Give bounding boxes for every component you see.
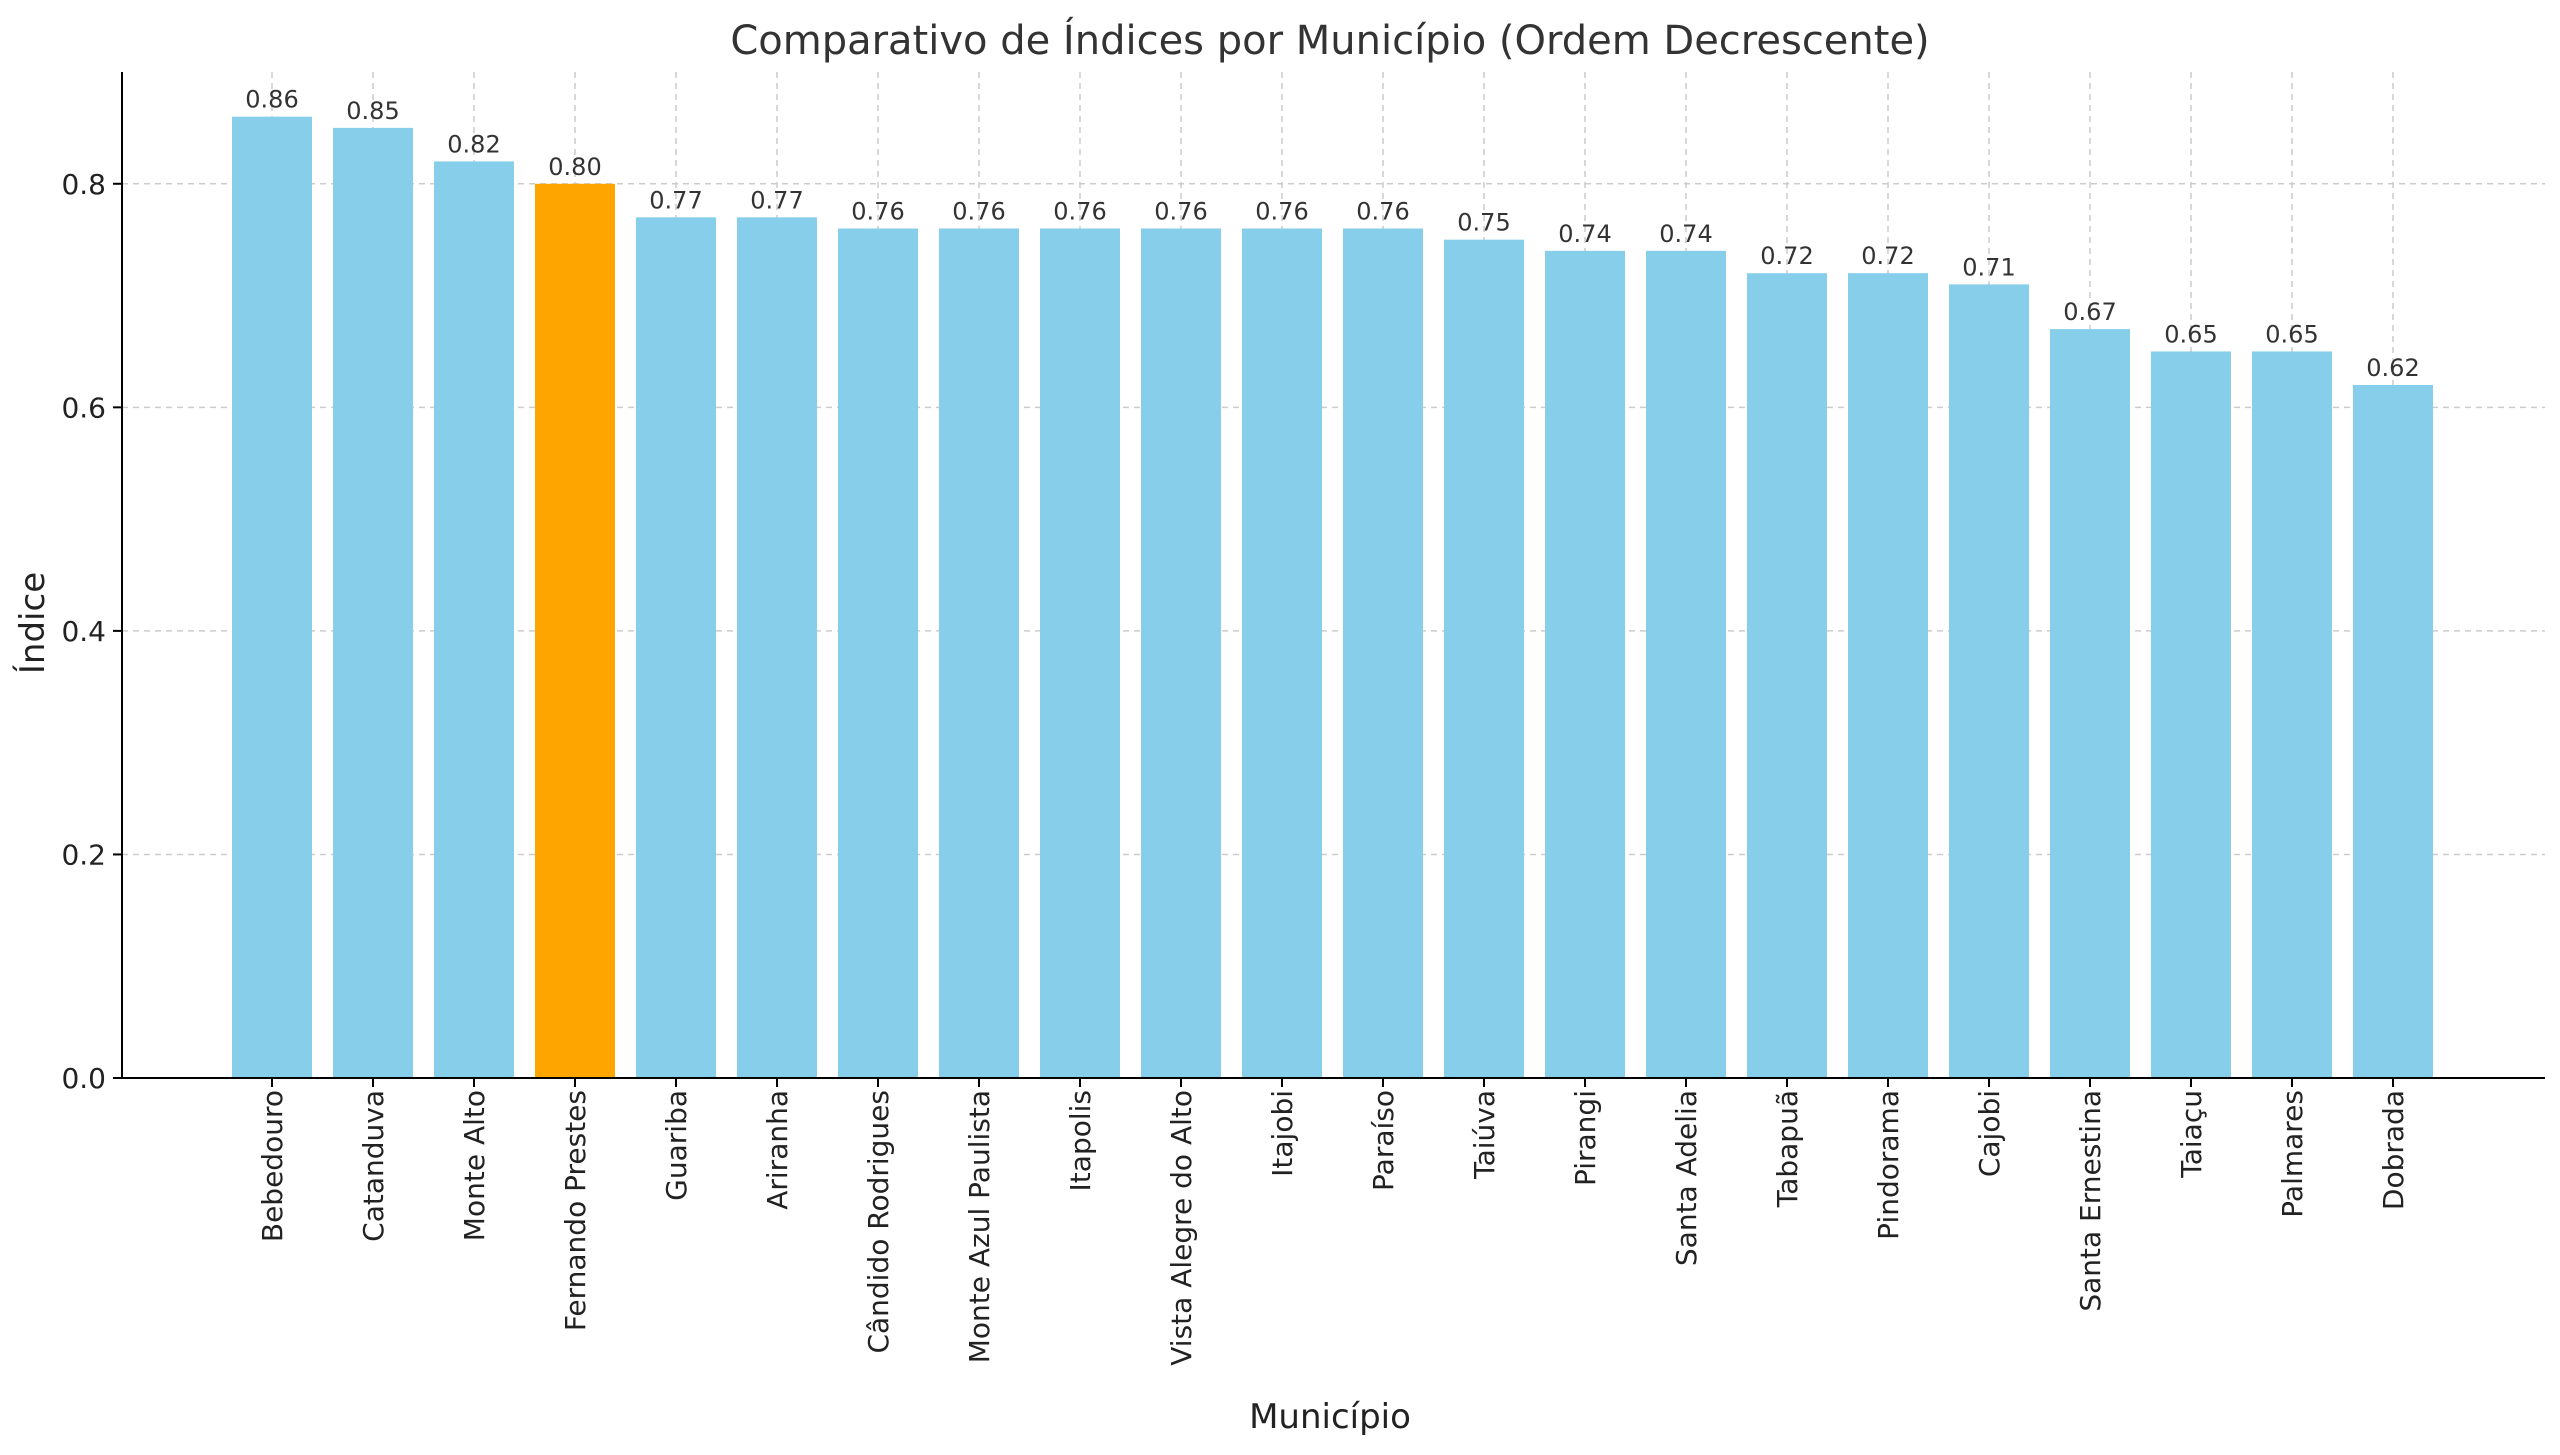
chart-title: Comparativo de Índices por Município (Or… (730, 16, 1929, 64)
x-tick-label: Ariranha (761, 1090, 794, 1210)
x-tick-labels: Bebedouro Catanduva Monte Alto Fernando Pre… (256, 1090, 2410, 1366)
y-tick-label: 0.4 (61, 615, 106, 648)
bar-value-label: 0.72 (1760, 242, 1813, 270)
x-tick-label: Bebedouro (256, 1090, 289, 1242)
bar-value-labels: 0.86 0.85 0.82 0.80 0.77 0.77 0.76 0.76 0.76 0.76… (245, 86, 2419, 382)
bar (333, 127, 413, 1078)
bar-value-label: 0.76 (1356, 197, 1409, 225)
x-tick-label: Paraíso (1367, 1090, 1400, 1191)
bar-value-label: 0.74 (1659, 220, 1712, 248)
bar-value-label: 0.86 (245, 86, 298, 114)
y-tick-label: 0.0 (61, 1062, 106, 1095)
bar (1242, 228, 1322, 1078)
x-tick-label: Pindorama (1872, 1090, 1905, 1240)
bar (1141, 228, 1221, 1078)
x-tick-label: Taiúva (1468, 1090, 1501, 1180)
bar (2151, 351, 2231, 1078)
bar-value-label: 0.65 (2164, 320, 2217, 348)
x-axis-label: Município (1249, 1397, 1411, 1437)
bar-value-label: 0.76 (952, 197, 1005, 225)
bar (2353, 384, 2433, 1078)
bar (838, 228, 918, 1078)
bar-value-label: 0.65 (2265, 320, 2318, 348)
bar-value-label: 0.71 (1962, 253, 2015, 281)
bar (636, 217, 716, 1079)
bar-value-label: 0.76 (1255, 197, 1308, 225)
x-tick-label: Itapolis (1064, 1090, 1097, 1191)
bar (1949, 284, 2029, 1078)
x-tick-label: Dobrada (2377, 1090, 2410, 1210)
bar (1545, 250, 1625, 1078)
y-axis-label: Índice (12, 572, 53, 674)
x-tick-label: Catanduva (357, 1090, 390, 1242)
x-tick-label: Santa Ernestina (2074, 1090, 2107, 1312)
bar-value-label: 0.85 (346, 97, 399, 125)
bar (939, 228, 1019, 1078)
bars (232, 116, 2433, 1079)
x-tick-label: Taiaçu (2175, 1090, 2208, 1179)
x-tick-label: Tabapuã (1771, 1090, 1804, 1208)
bar (737, 217, 817, 1079)
y-tick-label: 0.2 (61, 838, 106, 871)
bar-value-label: 0.75 (1457, 209, 1510, 237)
y-tick-labels: 0.0 0.2 0.4 0.6 0.8 (61, 168, 106, 1095)
bar-value-label: 0.77 (750, 186, 803, 214)
bar (1747, 273, 1827, 1078)
bar-value-label: 0.82 (447, 130, 500, 158)
bar-value-label: 0.76 (1053, 197, 1106, 225)
y-tick-label: 0.6 (61, 391, 106, 424)
bar (1848, 273, 1928, 1078)
x-tick-label: Itajobi (1266, 1090, 1299, 1177)
bar-value-label: 0.76 (1154, 197, 1207, 225)
x-tick-label: Palmares (2276, 1090, 2309, 1218)
bar (1040, 228, 1120, 1078)
bar (2252, 351, 2332, 1078)
bar (1444, 239, 1524, 1078)
bar (1343, 228, 1423, 1078)
x-tick-label: Guariba (660, 1090, 693, 1201)
y-tick-label: 0.8 (61, 168, 106, 201)
x-tick-label: Cândido Rodrigues (862, 1090, 895, 1354)
bar-value-label: 0.67 (2063, 298, 2116, 326)
bar-value-label: 0.76 (851, 197, 904, 225)
x-tick-label: Cajobi (1973, 1090, 2006, 1177)
bar (535, 183, 615, 1078)
x-tick-label: Fernando Prestes (559, 1090, 592, 1331)
bar-value-label: 0.74 (1558, 220, 1611, 248)
bar (232, 116, 312, 1078)
x-tick-label: Vista Alegre do Alto (1165, 1090, 1198, 1366)
bar (1646, 250, 1726, 1078)
x-tick-label: Santa Adelia (1670, 1090, 1703, 1266)
x-tick-label: Monte Azul Paulista (963, 1090, 996, 1363)
axes (113, 72, 2545, 1087)
bar-value-label: 0.80 (548, 153, 601, 181)
bar-value-label: 0.72 (1861, 242, 1914, 270)
bar (434, 161, 514, 1078)
x-tick-label: Pirangi (1569, 1090, 1602, 1186)
bar-value-label: 0.62 (2366, 354, 2419, 382)
bar-value-label: 0.77 (649, 186, 702, 214)
x-tick-label: Monte Alto (458, 1090, 491, 1241)
bar (2050, 329, 2130, 1079)
